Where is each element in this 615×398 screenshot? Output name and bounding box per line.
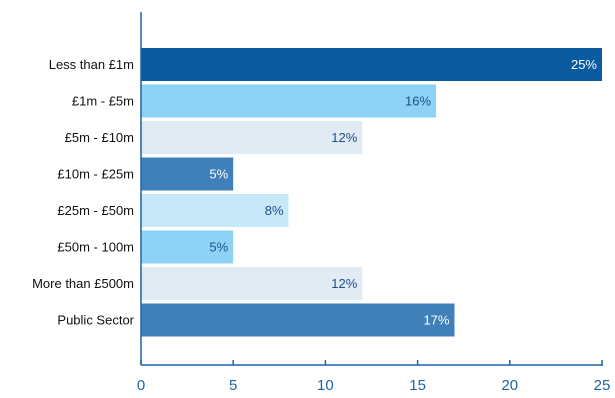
bar xyxy=(141,121,363,154)
bar xyxy=(141,48,602,81)
bar xyxy=(141,157,234,191)
category-labels: Less than £1m £1m - £5m £5m - £10m £10m - £… xyxy=(32,57,135,328)
bar xyxy=(141,230,234,264)
x-tick-label: 25 xyxy=(594,377,611,394)
bars: 25% 16% 12% 5% 8% 5% 12% 17% xyxy=(141,48,602,337)
axes xyxy=(140,12,603,366)
data-label: 5% xyxy=(209,240,228,255)
bar xyxy=(141,194,289,227)
category-label: £50m - 100m xyxy=(57,240,134,255)
data-label: 25% xyxy=(571,57,597,72)
category-label: Public Sector xyxy=(57,313,134,328)
x-axis-ticks: 0 5 10 15 20 25 xyxy=(137,360,611,394)
data-label: 12% xyxy=(331,276,357,291)
x-tick-label: 10 xyxy=(317,377,334,394)
category-label: £1m - £5m xyxy=(72,94,134,109)
data-label: 16% xyxy=(405,94,431,109)
x-tick-label: 15 xyxy=(409,377,426,394)
category-label: £25m - £50m xyxy=(57,203,134,218)
x-tick-label: 5 xyxy=(229,377,237,394)
data-label: 8% xyxy=(265,203,284,218)
bar xyxy=(141,267,363,300)
category-label: £5m - £10m xyxy=(65,130,134,145)
data-label: 12% xyxy=(331,130,357,145)
data-label: 17% xyxy=(423,313,449,328)
bar xyxy=(141,303,455,337)
x-tick-label: 0 xyxy=(137,377,145,394)
category-label: £10m - £25m xyxy=(57,167,134,182)
category-label: More than £500m xyxy=(32,276,134,291)
data-label: 5% xyxy=(209,167,228,182)
bar xyxy=(141,84,437,118)
x-tick-label: 20 xyxy=(501,377,518,394)
category-label: Less than £1m xyxy=(49,57,134,72)
